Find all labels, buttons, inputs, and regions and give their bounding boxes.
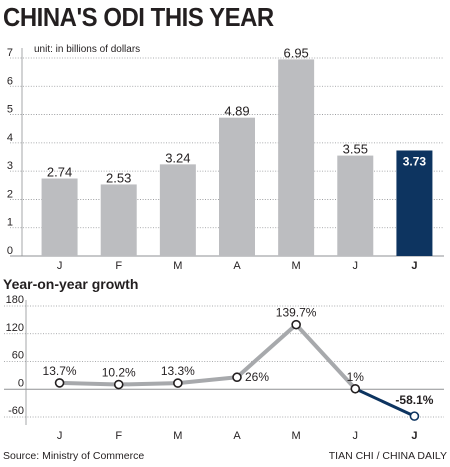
bar bbox=[159, 164, 196, 256]
bar-y-tick-label: 4 bbox=[7, 132, 13, 144]
bar bbox=[100, 184, 137, 256]
bar-value-label: 2.53 bbox=[106, 170, 131, 185]
bar-x-tick-label: M bbox=[173, 260, 182, 272]
line-y-tick-label: 60 bbox=[12, 350, 24, 362]
growth-point bbox=[409, 411, 420, 421]
bar-x-tick-label: J bbox=[411, 260, 417, 272]
bar bbox=[219, 117, 255, 256]
line-chart: -60 0 60 120 180 13.7% J 10.2% F 13.3% M 26% A 139.7%… bbox=[4, 294, 444, 442]
bar bbox=[41, 178, 78, 256]
chart-title: CHINA'S ODI THIS YEAR bbox=[3, 2, 274, 32]
line-x-tick-label: A bbox=[233, 430, 241, 442]
growth-value-label: 10.2% bbox=[102, 366, 136, 380]
source-note: Source: Ministry of Commerce bbox=[3, 450, 145, 462]
line-y-tick-label: -60 bbox=[8, 405, 24, 417]
bar-value-label: 2.74 bbox=[47, 164, 72, 179]
bar bbox=[278, 59, 315, 256]
growth-value-label: 13.7% bbox=[43, 364, 77, 378]
line-y-tick-label: 180 bbox=[6, 294, 24, 306]
bar-y-tick-label: 7 bbox=[7, 47, 13, 59]
growth-point bbox=[113, 379, 124, 390]
bar-y-tick-label: 1 bbox=[7, 217, 13, 229]
line-x-tick-label: F bbox=[115, 430, 122, 442]
growth-point bbox=[350, 383, 361, 394]
bar-x-tick-label: J bbox=[353, 260, 359, 272]
line-x-tick-label: M bbox=[292, 430, 301, 442]
bar-chart: 0 1 2 3 4 5 6 7 2.74 J 2.53 F 3.24 M 4.89 A 6.95 M 3.55 J 3.… bbox=[7, 45, 444, 272]
growth-value-label: 13.3% bbox=[161, 364, 195, 378]
line-x-tick-label: J bbox=[353, 430, 359, 442]
growth-value-label: -58.1% bbox=[395, 393, 433, 407]
line-y-tick-label: 0 bbox=[18, 377, 24, 389]
growth-value-label: 139.7% bbox=[276, 306, 317, 320]
growth-point bbox=[173, 378, 183, 388]
growth-point bbox=[54, 378, 65, 388]
growth-value-label: 26% bbox=[245, 370, 269, 384]
bar bbox=[337, 155, 374, 256]
bar-x-tick-label: M bbox=[292, 260, 301, 272]
bar-value-label: 4.89 bbox=[224, 104, 249, 119]
bar-y-tick-label: 5 bbox=[7, 104, 13, 116]
growth-point bbox=[291, 319, 301, 330]
growth-line-series bbox=[57, 322, 358, 391]
bar-y-tick-label: 6 bbox=[7, 75, 13, 87]
bar-value-label: 3.73 bbox=[403, 154, 427, 168]
line-chart-title: Year-on-year growth bbox=[3, 276, 139, 292]
line-x-tick-label: J bbox=[411, 430, 417, 442]
line-x-tick-label: M bbox=[173, 430, 182, 442]
growth-line-latest-segment bbox=[353, 387, 416, 418]
bar-y-tick-label: 0 bbox=[7, 245, 13, 257]
bar bbox=[396, 150, 433, 256]
unit-annotation: unit: in billions of dollars bbox=[34, 44, 140, 55]
line-x-tick-label: J bbox=[57, 430, 63, 442]
bar-value-label: 3.55 bbox=[343, 142, 368, 157]
bar-value-label: 3.24 bbox=[165, 150, 190, 165]
credit-note: TIAN CHI / CHINA DAILY bbox=[328, 450, 447, 462]
bar-value-label: 6.95 bbox=[283, 45, 308, 60]
growth-point bbox=[232, 372, 242, 383]
growth-value-label: 1% bbox=[347, 370, 365, 384]
bar-x-tick-label: A bbox=[233, 260, 241, 272]
bar-x-tick-label: F bbox=[115, 260, 122, 272]
line-y-tick-label: 120 bbox=[6, 322, 24, 334]
bar-y-tick-label: 2 bbox=[7, 188, 13, 200]
bar-y-tick-label: 3 bbox=[7, 160, 13, 172]
bar-x-tick-label: J bbox=[57, 260, 63, 272]
